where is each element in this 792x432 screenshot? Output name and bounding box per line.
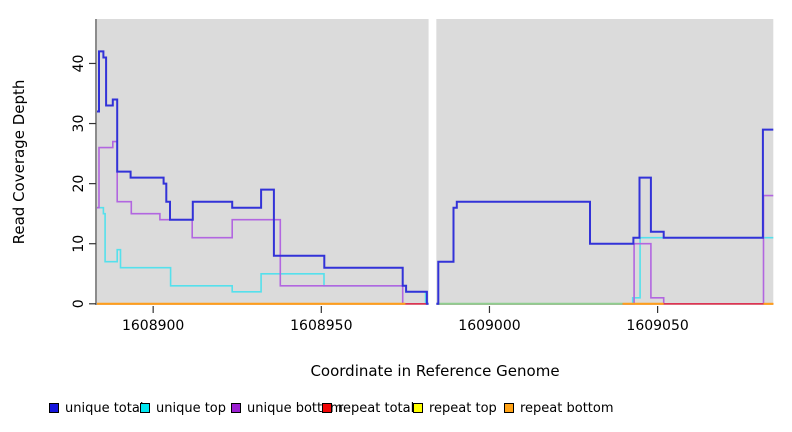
legend-swatch-icon	[504, 403, 514, 413]
legend-item-unique-total: unique total	[49, 396, 143, 420]
legend-item-repeat-total: repeat total	[322, 396, 414, 420]
x-tick-label: 1609000	[458, 318, 520, 334]
legend-item-repeat-bottom: repeat bottom	[504, 396, 614, 420]
axes-layer: 0 10 20 30 40 1608900 1608950 1609000 1609050	[71, 19, 689, 334]
x-tick-label: 1608900	[122, 318, 184, 334]
y-tick-label: 0	[71, 299, 87, 308]
gap-band	[428, 18, 437, 306]
legend-label: unique total	[65, 400, 144, 416]
legend-label: unique bottom	[247, 400, 343, 416]
legend-item-unique-top: unique top	[140, 396, 226, 420]
legend: unique total unique top unique bottom repea…	[0, 396, 792, 420]
legend-label: repeat total	[338, 400, 415, 416]
legend-swatch-icon	[49, 403, 59, 413]
x-tick-label: 1608950	[290, 318, 352, 334]
coverage-gap-band	[428, 18, 437, 306]
legend-swatch-icon	[413, 403, 423, 413]
y-tick-label: 10	[71, 235, 87, 253]
series-unique-total	[97, 50, 774, 305]
y-tick-label: 40	[71, 55, 87, 73]
legend-item-repeat-top: repeat top	[413, 396, 497, 420]
series-unique-bottom	[97, 140, 774, 305]
legend-label: repeat bottom	[520, 400, 614, 416]
legend-swatch-icon	[322, 403, 332, 413]
legend-item-unique-bottom: unique bottom	[231, 396, 343, 420]
legend-swatch-icon	[231, 403, 241, 413]
legend-label: unique top	[156, 400, 227, 416]
x-tick-label: 1609050	[626, 318, 688, 334]
series-layer	[97, 50, 774, 305]
y-tick-label: 30	[71, 115, 87, 133]
y-tick-label: 20	[71, 175, 87, 193]
legend-swatch-icon	[140, 403, 150, 413]
legend-label: repeat top	[429, 400, 497, 416]
x-axis-title: Coordinate in Reference Genome	[310, 362, 559, 380]
y-axis-title: Read Coverage Depth	[10, 80, 28, 245]
